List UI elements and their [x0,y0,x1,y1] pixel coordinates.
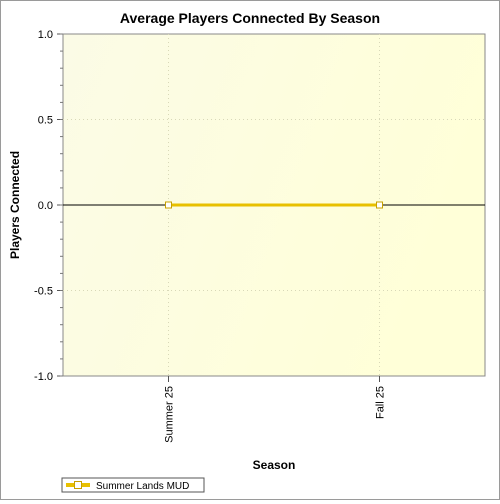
y-tick-label: -1.0 [34,371,53,383]
y-tick-label: -0.5 [34,286,53,298]
y-tick-label: 0.5 [38,115,53,127]
legend: Summer Lands MUD [61,477,205,493]
x-axis: Summer 25 Fall 25 [164,376,387,443]
data-point [165,201,172,209]
y-tick-label: 0.0 [38,200,53,212]
y-axis-label: Players Connected [8,151,22,259]
y-tick-label: 1.0 [38,29,53,41]
legend-box [61,477,205,493]
series-layer [165,201,383,209]
y-axis: -1.0 -0.5 0.0 0.5 1.0 [34,29,63,383]
legend-label: Summer Lands MUD [96,481,189,492]
x-axis-label: Season [253,458,296,472]
legend-swatch-marker [74,481,82,489]
x-tick-label: Summer 25 [164,386,176,443]
chart-title: Average Players Connected By Season [120,10,380,26]
x-tick-label: Fall 25 [375,386,387,419]
data-point [376,201,383,209]
